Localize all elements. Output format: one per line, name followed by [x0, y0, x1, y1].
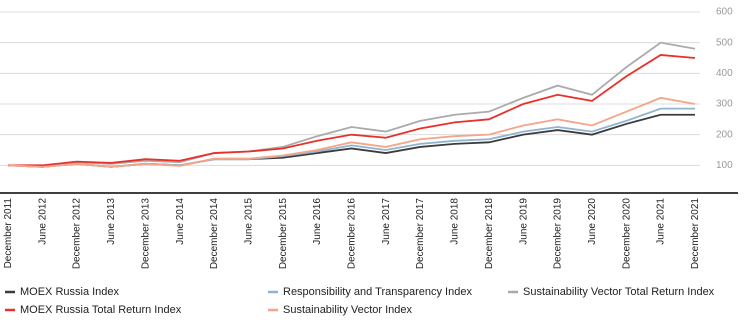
x-tick-label: June 2014: [175, 198, 186, 245]
line: [7, 107, 695, 168]
line: [7, 96, 696, 168]
x-tick-label: June 2015: [243, 198, 254, 245]
x-tick-label: June 2019: [518, 198, 529, 245]
x-tick-label: December 2013: [140, 198, 151, 270]
x-tick-label: December 2016: [347, 198, 358, 270]
x-tick-label: December 2012: [72, 198, 83, 270]
legend-label: Sustainability Vector Total Return Index: [523, 286, 715, 298]
x-tick-label: December 2018: [484, 198, 495, 270]
y-tick-label: 200: [716, 129, 733, 140]
x-tick-label: June 2012: [37, 198, 48, 245]
y-tick-label: 500: [716, 37, 733, 48]
y-tick-label: 300: [716, 99, 733, 110]
x-tick-label: June 2021: [656, 198, 667, 245]
legend-label: Responsibility and Transparency Index: [283, 286, 472, 298]
y-tick-label: 100: [716, 160, 733, 171]
x-tick-label: June 2016: [312, 198, 323, 245]
line: [8, 54, 696, 167]
y-tick-label: 600: [716, 7, 733, 18]
x-tick-label: December 2014: [209, 198, 220, 270]
x-tick-label: December 2015: [278, 198, 289, 270]
x-tick-label: December 2020: [621, 198, 632, 270]
x-tick-label: December 2017: [415, 198, 426, 270]
y-tick-label: 400: [716, 68, 733, 79]
line: [7, 113, 695, 168]
legend-label: MOEX Russia Total Return Index: [20, 304, 182, 316]
x-tick-label: June 2018: [450, 198, 461, 245]
x-tick-label: December 2019: [553, 198, 564, 270]
legend-label: MOEX Russia Index: [20, 286, 120, 298]
x-tick-label: June 2020: [587, 198, 598, 245]
x-tick-label: June 2017: [381, 198, 392, 245]
legend-label: Sustainability Vector Index: [283, 304, 413, 316]
x-tick-label: December 2021: [690, 198, 701, 270]
x-tick-label: June 2013: [106, 198, 117, 245]
x-tick-label: December 2011: [3, 198, 14, 269]
line: [7, 41, 696, 167]
